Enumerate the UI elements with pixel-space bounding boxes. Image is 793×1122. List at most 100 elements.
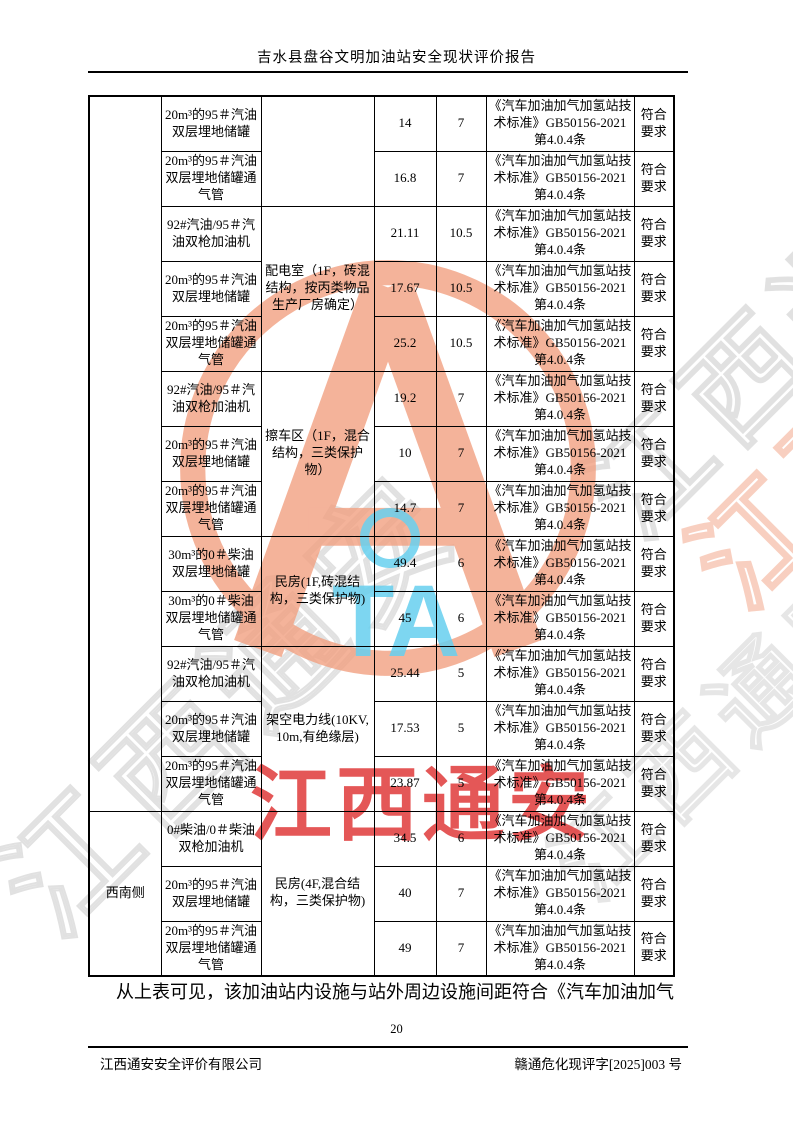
table-row: 20m³的95＃汽油双层埋地储罐 17.53 5 《汽车加油加气加氢站技术标准》GB5… (89, 700, 675, 757)
conclusion-cell: 符合要求 (633, 645, 675, 702)
required-distance-cell: 6 (435, 535, 487, 592)
required-distance-cell: 7 (435, 425, 487, 482)
standard-basis-cell: 《汽车加油加气加氢站技术标准》GB50156-2021第4.0.4条 (485, 315, 635, 372)
conclusion-cell: 符合要求 (633, 865, 675, 922)
conclusion-cell: 符合要求 (633, 315, 675, 372)
actual-distance-cell: 21.11 (373, 205, 437, 262)
conclusion-paragraph: 从上表可见，该加油站内设施与站外周边设施间距符合《汽车加油加气 (116, 982, 674, 1002)
actual-distance-cell: 25.2 (373, 315, 437, 372)
external-facility-cell: 民房(1F,砖混结构，三类保护物) (260, 535, 375, 647)
table-row: 20m³的95＃汽油双层埋地储罐 10 7 《汽车加油加气加氢站技术标准》GB5015… (89, 425, 675, 482)
external-facility-cell (260, 95, 375, 207)
station-facility-cell: 20m³的95＃汽油双层埋地储罐通气管 (160, 480, 262, 537)
external-facility-cell: 配电室（1F，砖混结构，按丙类物品生产厂房确定） (260, 205, 375, 372)
required-distance-cell: 5 (435, 700, 487, 757)
external-facility-cell: 擦车区（1F，混合结构，三类保护物） (260, 370, 375, 537)
actual-distance-cell: 25.44 (373, 645, 437, 702)
footer-document-number: 赣通危化现评字[2025]003 号 (514, 1057, 682, 1072)
station-facility-cell: 20m³的95＃汽油双层埋地储罐 (160, 700, 262, 757)
station-facility-cell: 92#汽油/95＃汽油双枪加油机 (160, 370, 262, 427)
table-row: 20m³的95＃汽油双层埋地储罐通气管 23.87 5 《汽车加油加气加氢站技术标准》… (89, 755, 675, 812)
page-header-title: 吉水县盘谷文明加油站安全现状评价报告 (257, 50, 536, 66)
table-row: 20m³的95＃汽油双层埋地储罐通气管 49 7 《汽车加油加气加氢站技术标准》GB5… (89, 920, 675, 977)
conclusion-cell: 符合要求 (633, 810, 675, 867)
station-facility-cell: 20m³的95＃汽油双层埋地储罐通气管 (160, 315, 262, 372)
direction-cell (88, 95, 162, 812)
actual-distance-cell: 19.2 (373, 370, 437, 427)
station-facility-cell: 20m³的95＃汽油双层埋地储罐 (160, 865, 262, 922)
table-row: 92#汽油/95＃汽油双枪加油机 架空电力线(10KV,10m,有绝缘层) 25.4… (89, 645, 675, 812)
conclusion-cell: 符合要求 (633, 370, 675, 427)
conclusion-cell: 符合要求 (633, 920, 675, 977)
standard-basis-cell: 《汽车加油加气加氢站技术标准》GB50156-2021第4.0.4条 (485, 480, 635, 537)
table-row: 92#汽油/95＃汽油双枪加油机 配电室（1F，砖混结构，按丙类物品生产厂房确定）… (89, 205, 675, 372)
header-rule (88, 71, 688, 73)
footer: 江西通安安全评价有限公司 赣通危化现评字[2025]003 号 (88, 1053, 688, 1073)
conclusion-cell: 符合要求 (633, 535, 675, 592)
footer-rule (88, 1046, 688, 1048)
station-facility-cell: 20m³的95＃汽油双层埋地储罐 (160, 425, 262, 482)
conclusion-cell: 符合要求 (633, 425, 675, 482)
required-distance-cell: 10.5 (435, 260, 487, 317)
required-distance-cell: 5 (435, 755, 487, 812)
standard-basis-cell: 《汽车加油加气加氢站技术标准》GB50156-2021第4.0.4条 (485, 865, 635, 922)
station-facility-cell: 20m³的95＃汽油双层埋地储罐通气管 (160, 150, 262, 207)
table-row: 92#汽油/95＃汽油双枪加油机 擦车区（1F，混合结构，三类保护物） 19.2 7 《… (89, 370, 675, 537)
actual-distance-cell: 40 (373, 865, 437, 922)
table-row: 20m³的95＃汽油双层埋地储罐通气管 16.8 7 《汽车加油加气加氢站技术标准》G… (89, 150, 675, 207)
station-facility-cell: 92#汽油/95＃汽油双枪加油机 (160, 645, 262, 702)
table-row: 30m³的0＃柴油双层埋地储罐通气管 45 6 《汽车加油加气加氢站技术标准》GB50… (89, 590, 675, 647)
conclusion-cell: 符合要求 (633, 205, 675, 262)
required-distance-cell: 7 (435, 150, 487, 207)
conclusion-cell: 符合要求 (633, 700, 675, 757)
station-facility-cell: 20m³的95＃汽油双层埋地储罐通气管 (160, 755, 262, 812)
conclusion-cell: 符合要求 (633, 480, 675, 537)
actual-distance-cell: 34.5 (373, 810, 437, 867)
table-row: 20m³的95＃汽油双层埋地储罐 40 7 《汽车加油加气加氢站技术标准》GB5015… (89, 865, 675, 922)
required-distance-cell: 6 (435, 590, 487, 647)
actual-distance-cell: 17.53 (373, 700, 437, 757)
actual-distance-cell: 14 (373, 95, 437, 152)
required-distance-cell: 7 (435, 865, 487, 922)
actual-distance-cell: 23.87 (373, 755, 437, 812)
required-distance-cell: 10.5 (435, 205, 487, 262)
conclusion-cell: 符合要求 (633, 590, 675, 647)
clearance-table: 20m³的95＃汽油双层埋地储罐 14 7 《汽车加油加气加氢站技术标准》GB5015… (88, 95, 675, 977)
required-distance-cell: 7 (435, 95, 487, 152)
standard-basis-cell: 《汽车加油加气加氢站技术标准》GB50156-2021第4.0.4条 (485, 370, 635, 427)
standard-basis-cell: 《汽车加油加气加氢站技术标准》GB50156-2021第4.0.4条 (485, 95, 635, 152)
station-facility-cell: 92#汽油/95＃汽油双枪加油机 (160, 205, 262, 262)
actual-distance-cell: 49.4 (373, 535, 437, 592)
table-row: 20m³的95＃汽油双层埋地储罐 17.67 10.5 《汽车加油加气加氢站技术标准》… (89, 260, 675, 317)
table-row: 20m³的95＃汽油双层埋地储罐 14 7 《汽车加油加气加氢站技术标准》GB5015… (88, 95, 675, 812)
page-number: 20 (390, 1022, 403, 1036)
actual-distance-cell: 45 (373, 590, 437, 647)
standard-basis-cell: 《汽车加油加气加氢站技术标准》GB50156-2021第4.0.4条 (485, 810, 635, 867)
table-row: 30m³的0＃柴油双层埋地储罐 民房(1F,砖混结构，三类保护物) 49.4 6 《汽车… (89, 535, 675, 647)
standard-basis-cell: 《汽车加油加气加氢站技术标准》GB50156-2021第4.0.4条 (485, 645, 635, 702)
table-row: 西南侧 0#柴油/0＃柴油双枪加油机 民房(4F,混合结构，三类保护物) 34.5 6 《… (88, 810, 675, 977)
direction-cell: 西南侧 (88, 810, 162, 977)
standard-basis-cell: 《汽车加油加气加氢站技术标准》GB50156-2021第4.0.4条 (485, 700, 635, 757)
station-facility-cell: 20m³的95＃汽油双层埋地储罐通气管 (160, 920, 262, 977)
required-distance-cell: 7 (435, 920, 487, 977)
conclusion-cell: 符合要求 (633, 95, 675, 152)
standard-basis-cell: 《汽车加油加气加氢站技术标准》GB50156-2021第4.0.4条 (485, 260, 635, 317)
standard-basis-cell: 《汽车加油加气加氢站技术标准》GB50156-2021第4.0.4条 (485, 755, 635, 812)
external-facility-cell: 民房(4F,混合结构，三类保护物) (260, 810, 375, 977)
station-facility-cell: 20m³的95＃汽油双层埋地储罐 (160, 260, 262, 317)
required-distance-cell: 5 (435, 645, 487, 702)
footer-company-name: 江西通安安全评价有限公司 (100, 1057, 262, 1072)
actual-distance-cell: 14.7 (373, 480, 437, 537)
actual-distance-cell: 16.8 (373, 150, 437, 207)
external-facility-cell: 架空电力线(10KV,10m,有绝缘层) (260, 645, 375, 812)
table-row: 20m³的95＃汽油双层埋地储罐通气管 25.2 10.5 《汽车加油加气加氢站技术标… (89, 315, 675, 372)
standard-basis-cell: 《汽车加油加气加氢站技术标准》GB50156-2021第4.0.4条 (485, 590, 635, 647)
required-distance-cell: 10.5 (435, 315, 487, 372)
standard-basis-cell: 《汽车加油加气加氢站技术标准》GB50156-2021第4.0.4条 (485, 205, 635, 262)
table-row: 20m³的95＃汽油双层埋地储罐通气管 14.7 7 《汽车加油加气加氢站技术标准》G… (89, 480, 675, 537)
conclusion-cell: 符合要求 (633, 755, 675, 812)
actual-distance-cell: 17.67 (373, 260, 437, 317)
conclusion-cell: 符合要求 (633, 150, 675, 207)
